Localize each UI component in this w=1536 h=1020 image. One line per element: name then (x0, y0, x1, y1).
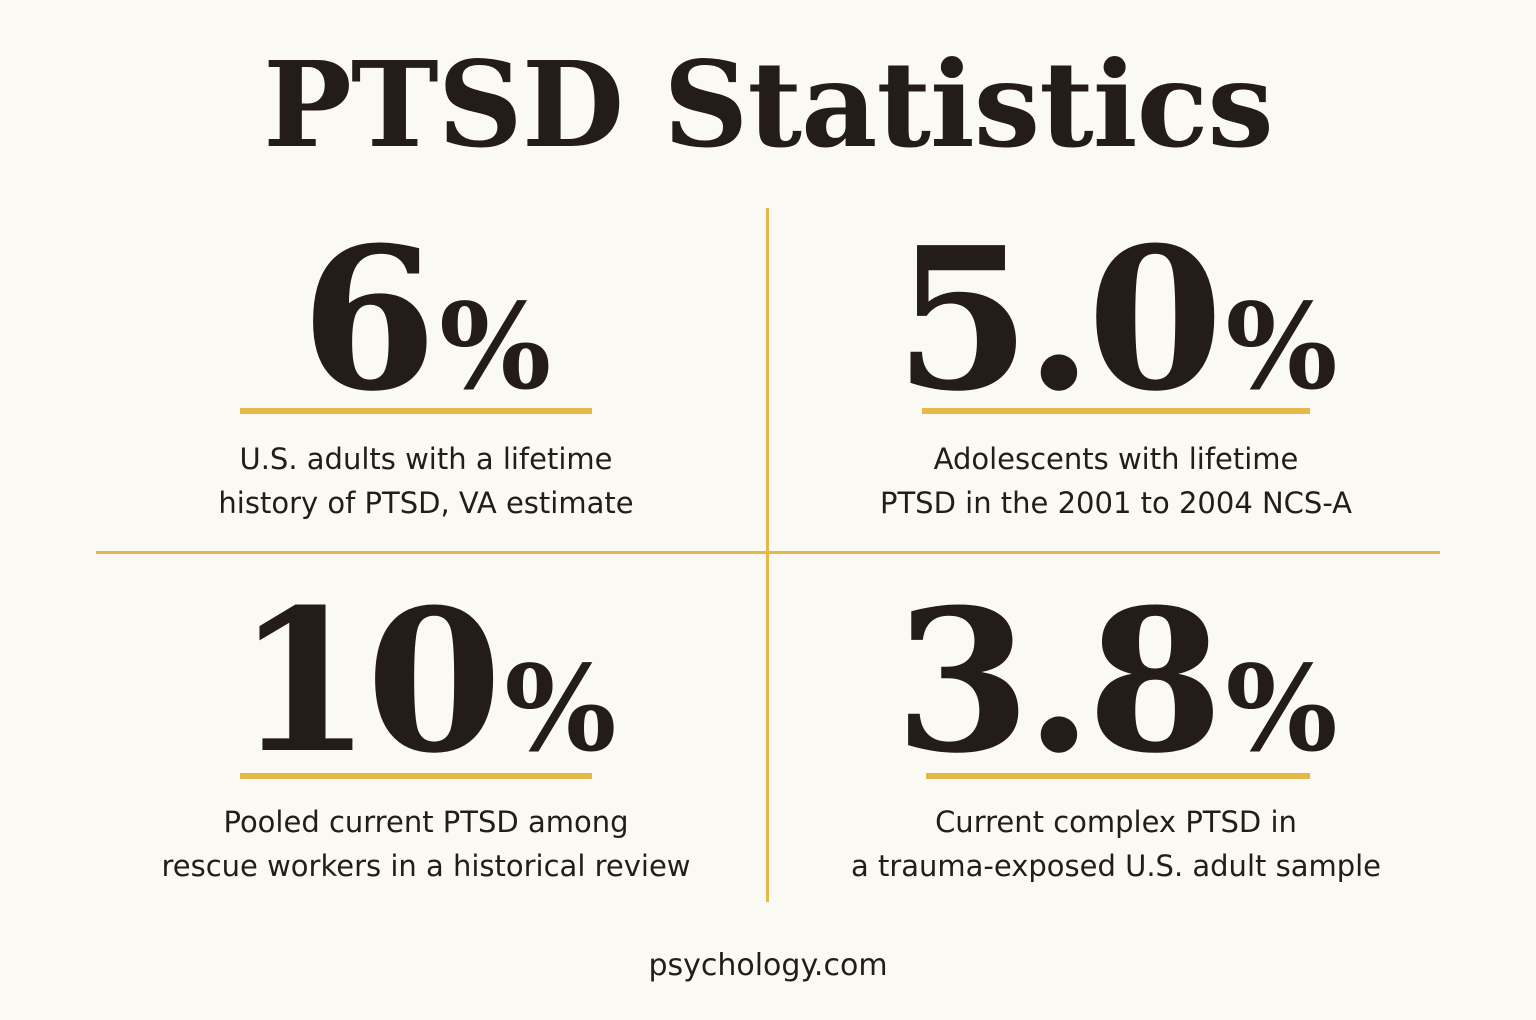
stat-caption-rescue-workers: Pooled current PTSD among rescue workers… (116, 800, 736, 888)
caption-line: a trauma-exposed U.S. adult sample (850, 849, 1382, 883)
stat-value-complex-ptsd: 3.8% (856, 584, 1376, 780)
stat-value-adults-lifetime: 6% (166, 222, 686, 418)
caption-line: rescue workers in a historical review (161, 849, 691, 883)
stat-number: 6 (300, 205, 437, 435)
page-title: PTSD Statistics (263, 35, 1274, 174)
stat-caption-adults-lifetime: U.S. adults with a lifetime history of P… (116, 437, 736, 525)
stat-number: 5.0 (894, 205, 1223, 435)
caption-line: PTSD in the 2001 to 2004 NCS-A (879, 486, 1352, 520)
stat-underline (922, 408, 1310, 414)
caption-line: Current complex PTSD in (935, 805, 1297, 839)
stat-underline (926, 773, 1310, 779)
percent-sign: % (439, 277, 552, 416)
stat-underline (240, 773, 592, 779)
footer-site-name: psychology.com (648, 948, 888, 983)
percent-sign: % (1225, 277, 1338, 416)
caption-line: Adolescents with lifetime (933, 442, 1299, 476)
percent-sign: % (1225, 639, 1338, 778)
percent-sign: % (504, 639, 617, 778)
stat-value-rescue-workers: 10% (166, 584, 686, 780)
caption-line: Pooled current PTSD among (223, 805, 629, 839)
stat-caption-adolescents-lifetime: Adolescents with lifetime PTSD in the 20… (796, 437, 1436, 525)
caption-line: history of PTSD, VA estimate (218, 486, 634, 520)
stat-underline (240, 408, 592, 414)
stat-number: 3.8 (894, 567, 1223, 797)
stat-number: 10 (235, 567, 503, 797)
stat-value-adolescents-lifetime: 5.0% (856, 222, 1376, 418)
stat-caption-complex-ptsd: Current complex PTSD in a trauma-exposed… (796, 800, 1436, 888)
vertical-divider (766, 208, 769, 902)
caption-line: U.S. adults with a lifetime (239, 442, 613, 476)
horizontal-divider (96, 551, 1440, 554)
